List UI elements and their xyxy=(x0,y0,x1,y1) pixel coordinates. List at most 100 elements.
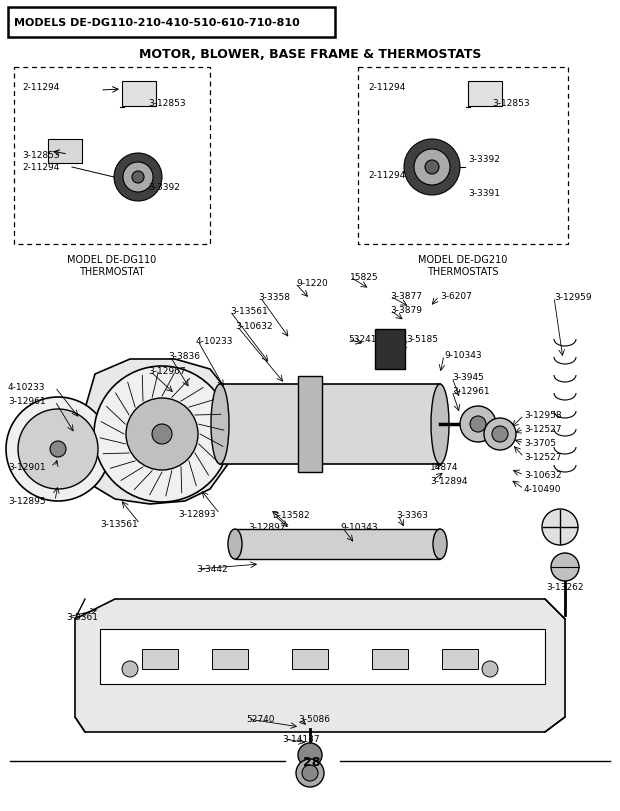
Circle shape xyxy=(404,139,460,195)
Bar xyxy=(298,376,322,473)
Text: 3-14137: 3-14137 xyxy=(282,735,320,744)
Text: 3-3877: 3-3877 xyxy=(390,292,422,301)
Text: 3-3836: 3-3836 xyxy=(168,352,200,361)
Text: 3-12901: 3-12901 xyxy=(8,463,46,472)
Circle shape xyxy=(302,765,318,781)
Text: 3-3442: 3-3442 xyxy=(196,564,228,574)
Circle shape xyxy=(123,163,153,193)
Text: 2-11294: 2-11294 xyxy=(368,84,405,92)
Circle shape xyxy=(6,397,110,501)
Circle shape xyxy=(122,661,138,677)
Circle shape xyxy=(460,406,496,443)
Text: 3-3705: 3-3705 xyxy=(524,439,556,448)
Ellipse shape xyxy=(431,384,449,465)
Bar xyxy=(100,629,545,684)
Text: 3-12967: 3-12967 xyxy=(148,367,185,376)
Circle shape xyxy=(18,410,98,489)
Bar xyxy=(220,384,440,465)
Bar xyxy=(442,649,478,669)
Ellipse shape xyxy=(228,530,242,560)
FancyBboxPatch shape xyxy=(48,139,82,164)
Text: 15825: 15825 xyxy=(350,273,379,282)
Text: 3-10632: 3-10632 xyxy=(235,322,273,331)
Text: 4-10233: 4-10233 xyxy=(196,337,234,346)
Text: 4-10233: 4-10233 xyxy=(8,383,45,392)
Circle shape xyxy=(126,398,198,470)
Bar xyxy=(372,649,408,669)
Circle shape xyxy=(425,161,439,175)
Circle shape xyxy=(298,743,322,767)
Text: 3-3363: 3-3363 xyxy=(396,511,428,520)
Polygon shape xyxy=(78,359,232,504)
Bar xyxy=(212,649,248,669)
Text: 3-3392: 3-3392 xyxy=(148,183,180,192)
Polygon shape xyxy=(75,599,565,732)
Text: 14874: 14874 xyxy=(430,463,459,472)
Circle shape xyxy=(114,154,162,202)
Text: MODELS DE-DG110-210-410-510-610-710-810: MODELS DE-DG110-210-410-510-610-710-810 xyxy=(14,18,299,28)
Text: 3-3358: 3-3358 xyxy=(258,293,290,303)
Text: 3-3945: 3-3945 xyxy=(452,373,484,382)
Text: 53241: 53241 xyxy=(348,335,376,344)
Text: 3-12895: 3-12895 xyxy=(8,497,46,506)
Circle shape xyxy=(132,172,144,184)
Bar xyxy=(358,68,568,245)
Bar xyxy=(14,68,210,245)
Bar xyxy=(292,649,328,669)
Circle shape xyxy=(296,759,324,787)
FancyBboxPatch shape xyxy=(122,82,156,107)
Text: 3-12897: 3-12897 xyxy=(248,523,286,532)
Text: 2-11294: 2-11294 xyxy=(22,163,60,172)
Text: 3-13582: 3-13582 xyxy=(272,511,309,520)
Circle shape xyxy=(152,424,172,444)
Bar xyxy=(235,530,440,560)
Text: 3-12961: 3-12961 xyxy=(452,387,490,396)
Text: 3-12853: 3-12853 xyxy=(22,150,60,159)
Circle shape xyxy=(542,509,578,545)
Circle shape xyxy=(484,418,516,450)
Text: THERMOSTAT: THERMOSTAT xyxy=(79,267,144,277)
Circle shape xyxy=(470,417,486,432)
Text: 3-13561: 3-13561 xyxy=(230,307,268,316)
Circle shape xyxy=(414,150,450,186)
Text: 2-11294: 2-11294 xyxy=(368,170,405,179)
Bar xyxy=(8,8,335,38)
FancyBboxPatch shape xyxy=(468,82,502,107)
Circle shape xyxy=(492,427,508,443)
Text: 3-12853: 3-12853 xyxy=(148,98,185,107)
Text: 3-10632: 3-10632 xyxy=(524,471,562,480)
Circle shape xyxy=(551,553,579,581)
Text: 9-1220: 9-1220 xyxy=(296,279,328,288)
Text: 3-6207: 3-6207 xyxy=(440,292,472,301)
Text: 3-3361: 3-3361 xyxy=(66,613,98,622)
Text: 52740: 52740 xyxy=(246,714,275,723)
Text: 4-10490: 4-10490 xyxy=(524,485,562,494)
Text: 28: 28 xyxy=(303,756,321,769)
Text: 3-13561: 3-13561 xyxy=(100,520,138,529)
Bar xyxy=(375,329,405,370)
Text: 9-10343: 9-10343 xyxy=(444,351,482,360)
Text: 3-12527: 3-12527 xyxy=(524,453,562,462)
Circle shape xyxy=(482,661,498,677)
Text: 3-12961: 3-12961 xyxy=(8,397,46,406)
Circle shape xyxy=(94,367,230,502)
Text: 2-11294: 2-11294 xyxy=(22,84,60,92)
Bar xyxy=(142,649,178,669)
Text: 3-3391: 3-3391 xyxy=(468,188,500,197)
Text: 3-12959: 3-12959 xyxy=(554,293,591,303)
Ellipse shape xyxy=(433,530,447,560)
Ellipse shape xyxy=(211,384,229,465)
Circle shape xyxy=(50,441,66,457)
Text: MODEL DE-DG110: MODEL DE-DG110 xyxy=(68,255,157,264)
Text: 3-3392: 3-3392 xyxy=(468,156,500,165)
Text: MODEL DE-DG210: MODEL DE-DG210 xyxy=(418,255,508,264)
Text: 3-12893: 3-12893 xyxy=(178,510,216,519)
Text: 3-5185: 3-5185 xyxy=(406,335,438,344)
Text: 3-3879: 3-3879 xyxy=(390,306,422,315)
Text: 9-10343: 9-10343 xyxy=(340,523,378,532)
Text: 3-12958: 3-12958 xyxy=(524,411,562,420)
Text: 3-5086: 3-5086 xyxy=(298,714,330,723)
Text: MOTOR, BLOWER, BASE FRAME & THERMOSTATS: MOTOR, BLOWER, BASE FRAME & THERMOSTATS xyxy=(139,47,481,61)
Text: 3-12527: 3-12527 xyxy=(524,425,562,434)
Text: 3-12853: 3-12853 xyxy=(492,98,529,107)
